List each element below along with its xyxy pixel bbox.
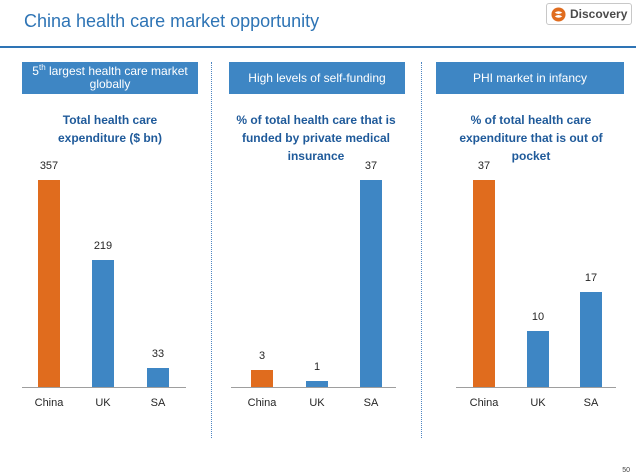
bar-uk — [92, 260, 114, 387]
bar-value-label: 37 — [477, 160, 491, 172]
chart-title: % of total health care that is funded by… — [236, 113, 396, 163]
bar-value-label: 219 — [93, 240, 113, 252]
header-rule — [0, 46, 636, 48]
chart-title: Total health care expenditure ($ bn) — [57, 113, 162, 145]
bar-sa — [147, 368, 169, 387]
panel-heading-market-size: 5th largest health care market globally — [22, 62, 198, 94]
category-label: China — [34, 397, 64, 409]
bar-value-label: 37 — [364, 160, 378, 172]
category-label: SA — [150, 397, 166, 409]
bar-sa — [580, 292, 602, 387]
chart-title: % of total health care expenditure that … — [459, 113, 603, 163]
bar-value-label: 3 — [258, 350, 266, 362]
bar-value-label: 33 — [151, 348, 165, 360]
category-label: UK — [530, 397, 546, 409]
discovery-logo-icon — [551, 6, 566, 22]
category-label: China — [247, 397, 277, 409]
bar-value-label: 357 — [39, 160, 59, 172]
bar-china — [473, 180, 495, 387]
panel-heading-phi-market: PHI market in infancy — [436, 62, 624, 94]
panel-divider — [421, 62, 422, 438]
category-label: SA — [583, 397, 599, 409]
category-label: UK — [309, 397, 325, 409]
chart-baseline — [22, 387, 186, 388]
logo-text: Discovery — [570, 7, 628, 21]
bar-china — [38, 180, 60, 387]
panel-heading-text: PHI market in infancy — [472, 70, 588, 85]
bar-value-label: 1 — [313, 361, 321, 373]
bar-uk — [527, 331, 549, 387]
panel-heading-text: High levels of self-funding — [248, 70, 386, 85]
bar-sa — [360, 180, 382, 387]
chart-baseline — [456, 387, 616, 388]
panel-heading-self-funding: High levels of self-funding — [229, 62, 405, 94]
panel-divider — [211, 62, 212, 438]
chart-baseline — [231, 387, 396, 388]
category-label: China — [469, 397, 499, 409]
page-number: 50 — [622, 467, 630, 474]
panel-heading-text: 5th largest health care market globally — [32, 63, 188, 91]
page-title: China health care market opportunity — [24, 11, 320, 31]
bar-uk — [306, 381, 328, 387]
bar-china — [251, 370, 273, 387]
bar-value-label: 17 — [584, 272, 598, 284]
category-label: UK — [95, 397, 111, 409]
category-label: SA — [363, 397, 379, 409]
bar-value-label: 10 — [531, 311, 545, 323]
discovery-logo: Discovery — [546, 3, 632, 25]
